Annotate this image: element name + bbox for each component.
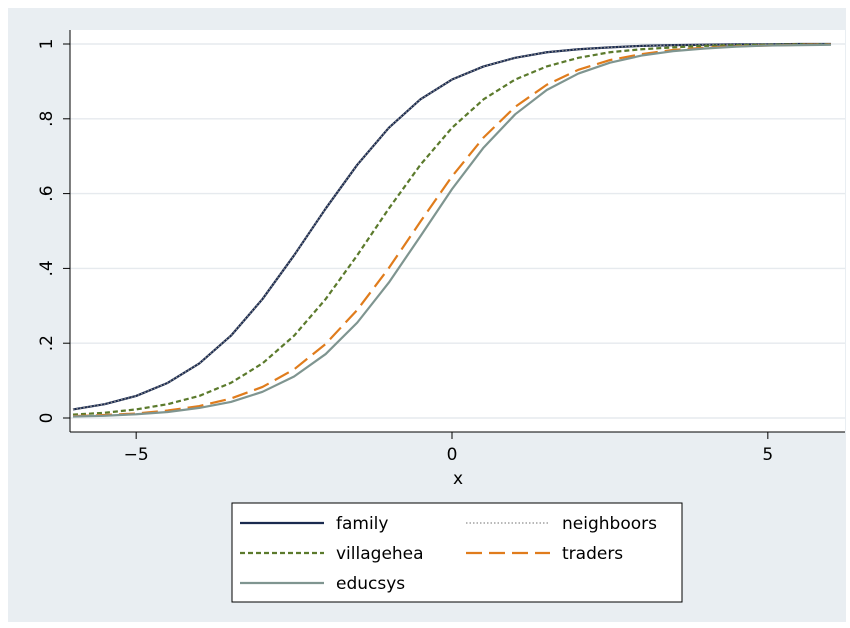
legend-label: family bbox=[336, 514, 388, 534]
y-tick-label: .2 bbox=[37, 335, 57, 351]
y-tick-label: 0 bbox=[37, 413, 57, 424]
series-line-educsys bbox=[72, 43, 832, 418]
legend-item-villagehea: villagehea bbox=[240, 544, 424, 564]
legend-item-neighboors: neighboors bbox=[466, 514, 657, 534]
y-tick-label: .8 bbox=[37, 111, 57, 127]
legend-label: educsys bbox=[336, 574, 405, 594]
series-line-villagehea bbox=[72, 43, 831, 416]
series-line-neighboors bbox=[72, 43, 831, 411]
legend-label: neighboors bbox=[562, 514, 657, 534]
x-tick-label: 0 bbox=[447, 445, 458, 465]
legend-item-traders: traders bbox=[466, 544, 623, 564]
plot-area bbox=[70, 30, 845, 432]
legend-item-educsys: educsys bbox=[240, 574, 405, 594]
x-tick-label: −5 bbox=[124, 445, 149, 465]
x-axis-title: x bbox=[453, 469, 463, 489]
y-tick-label: 1 bbox=[37, 39, 57, 50]
y-tick-label: .6 bbox=[37, 185, 57, 201]
legend-item-family: family bbox=[240, 514, 388, 534]
x-tick-label: 5 bbox=[762, 445, 773, 465]
axes: 0 .2 .4 .6 .8 1 −5 0 5 bbox=[37, 30, 845, 465]
legend: family neighboors villagehea traders educsys bbox=[231, 502, 683, 603]
legend-label: villagehea bbox=[336, 544, 424, 564]
y-tick-label: .4 bbox=[37, 260, 57, 276]
legend-label: traders bbox=[562, 544, 623, 564]
series-lines bbox=[72, 42, 832, 418]
series-line-traders bbox=[72, 43, 832, 418]
